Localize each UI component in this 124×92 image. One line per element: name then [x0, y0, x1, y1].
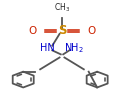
Text: O: O: [87, 26, 96, 36]
Text: S: S: [58, 24, 66, 37]
Text: HN: HN: [40, 43, 55, 53]
Text: NH$_2$: NH$_2$: [64, 41, 84, 55]
Text: CH$_3$: CH$_3$: [54, 2, 70, 14]
Text: O: O: [28, 26, 37, 36]
